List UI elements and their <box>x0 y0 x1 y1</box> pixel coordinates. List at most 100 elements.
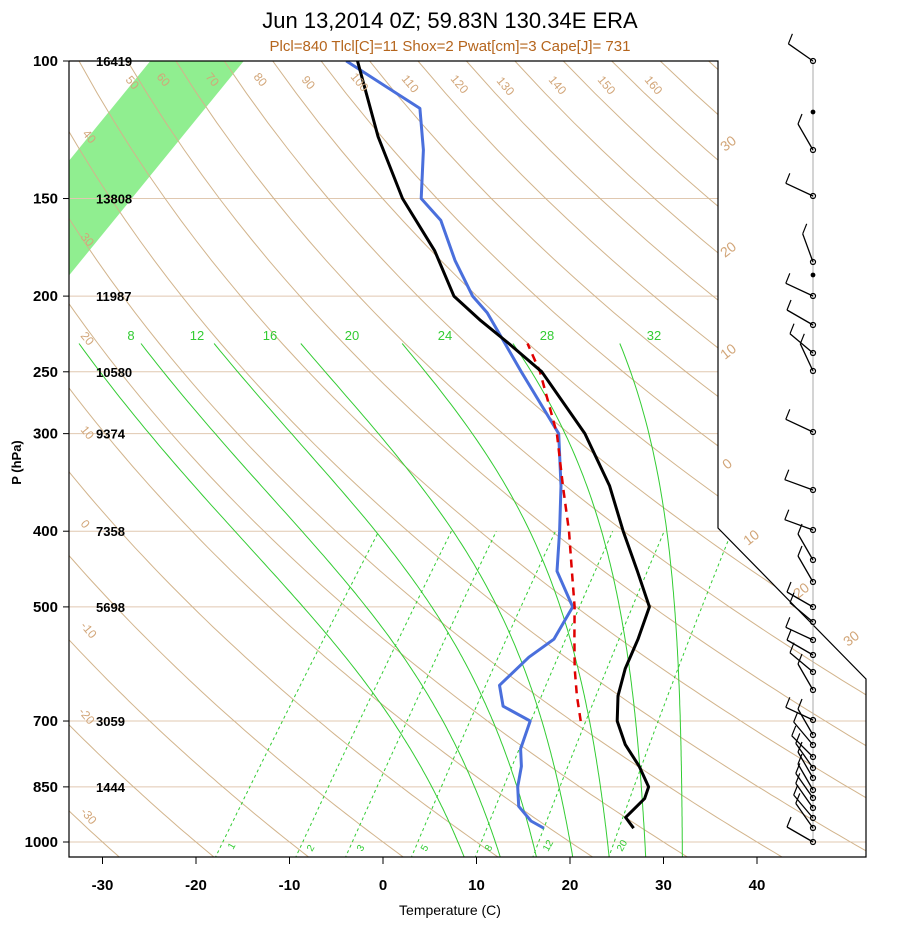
dry-adiabat-label: 10 <box>78 423 98 442</box>
moist-adiabat-line <box>401 343 610 857</box>
height-label: 1444 <box>96 780 126 795</box>
dry-adiabat-label: 140 <box>546 73 570 98</box>
wind-station <box>809 774 817 782</box>
wind-station <box>809 292 817 300</box>
wind-barb <box>793 794 814 819</box>
moist-adiabat-label: 20 <box>345 328 359 343</box>
temperature-tick-label: -20 <box>185 877 207 894</box>
wind-barb-feather <box>795 763 801 774</box>
isotherm-band-label: 20 <box>790 579 812 601</box>
dry-adiabat-line <box>717 61 866 857</box>
moist-adiabat-label: 24 <box>438 328 452 343</box>
pressure-tick-label: 850 <box>33 779 58 796</box>
height-label: 9374 <box>96 427 126 442</box>
dry-adiabat-label: -20 <box>76 705 98 728</box>
wind-barb-feather <box>784 509 790 520</box>
dry-adiabat-label: 80 <box>251 70 271 89</box>
wind-barb <box>797 663 814 691</box>
temperature-line <box>356 61 651 830</box>
pressure-tick-label: 100 <box>33 53 58 70</box>
wind-station <box>809 838 817 846</box>
wind-barb <box>789 602 814 623</box>
dry-adiabat-line <box>435 61 866 857</box>
wind-barb <box>795 743 814 769</box>
pressure-tick-label: 150 <box>33 191 58 208</box>
isotherm-band-label: 30 <box>717 132 739 154</box>
height-label: 7358 <box>96 524 125 539</box>
wind-station <box>810 272 816 278</box>
isotherm-band-label: 20 <box>717 238 739 260</box>
dry-adiabat-line <box>388 61 866 857</box>
wind-station <box>809 556 817 564</box>
height-label: 16419 <box>96 54 132 69</box>
height-label: 13808 <box>96 192 132 207</box>
mixing-ratio-line <box>474 530 614 857</box>
wind-barb <box>802 233 814 263</box>
wind-barb-feather <box>789 592 795 603</box>
moist-adiabat-line <box>300 343 574 857</box>
wind-barb <box>786 309 814 326</box>
temperature-tick-label: 0 <box>379 877 387 894</box>
wind-station <box>809 814 817 822</box>
mixing-ratio-line <box>294 530 452 857</box>
wind-station <box>809 428 817 436</box>
wind-station <box>809 741 817 749</box>
wind-barb <box>793 721 814 746</box>
wind-barb <box>795 783 814 809</box>
dry-adiabat-line <box>576 61 866 857</box>
wind-station <box>809 794 817 802</box>
mixing-ratio-label: 3 <box>355 843 368 854</box>
height-label: 11987 <box>96 289 131 304</box>
wind-barb-feather <box>797 523 803 535</box>
wind-barb <box>786 639 814 656</box>
mixing-ratio-line <box>344 530 497 857</box>
moist-adiabat-line <box>78 343 466 857</box>
dry-adiabat-line <box>106 61 866 857</box>
moist-adiabat-line <box>619 343 683 857</box>
wind-station <box>809 786 817 794</box>
chart-title: Jun 13,2014 0Z; 59.83N 130.34E ERA <box>262 8 638 33</box>
wind-barb-feather <box>795 773 801 784</box>
moist-adiabat-label: 8 <box>127 328 134 343</box>
pressure-tick-label: 700 <box>33 713 58 730</box>
wind-barb <box>789 652 814 673</box>
mixing-ratio-label: 2 <box>305 843 318 854</box>
wind-barb-feather <box>789 323 795 334</box>
dry-adiabat-line <box>69 61 311 857</box>
temperature-tick-label: 30 <box>655 877 672 894</box>
temperature-tick-label: -30 <box>92 877 114 894</box>
pressure-tick-label: 400 <box>33 523 58 540</box>
temperature-tick-label: 40 <box>749 877 766 894</box>
wind-station <box>809 367 817 375</box>
wind-barb <box>785 706 814 721</box>
dry-adiabat-label: -10 <box>78 619 100 642</box>
dry-adiabat-line <box>69 61 785 857</box>
wind-barb <box>785 626 814 641</box>
dry-adiabat-label: 150 <box>595 73 619 98</box>
isotherm-band-label: 10 <box>717 340 739 362</box>
wind-station <box>809 57 817 65</box>
wind-station <box>809 603 817 611</box>
moist-adiabat-label: 32 <box>647 328 661 343</box>
wind-barb-feather <box>791 725 797 737</box>
dry-adiabat-line <box>69 61 866 857</box>
dry-adiabat-line <box>69 61 501 857</box>
isotherm-band-label: 10 <box>740 526 762 548</box>
pressure-tick-label: 250 <box>33 364 58 381</box>
mixing-ratio-label: 1 <box>226 841 239 852</box>
wind-barb <box>785 418 814 433</box>
moist-adiabat-label: 28 <box>540 328 554 343</box>
mixing-ratio-label: 5 <box>419 843 432 854</box>
moist-adiabat-line <box>140 343 502 857</box>
wind-station <box>809 578 817 586</box>
wind-barb-feather <box>793 784 799 796</box>
wind-barb <box>797 555 814 583</box>
dry-adiabat-line <box>69 61 596 857</box>
wind-station <box>809 686 817 694</box>
wind-barb <box>791 735 814 758</box>
wind-station <box>809 731 817 739</box>
dry-adiabat-line <box>200 61 866 857</box>
height-label: 5698 <box>96 600 125 615</box>
moist-adiabat-label: 12 <box>190 328 204 343</box>
temperature-tick-label: -10 <box>279 877 301 894</box>
